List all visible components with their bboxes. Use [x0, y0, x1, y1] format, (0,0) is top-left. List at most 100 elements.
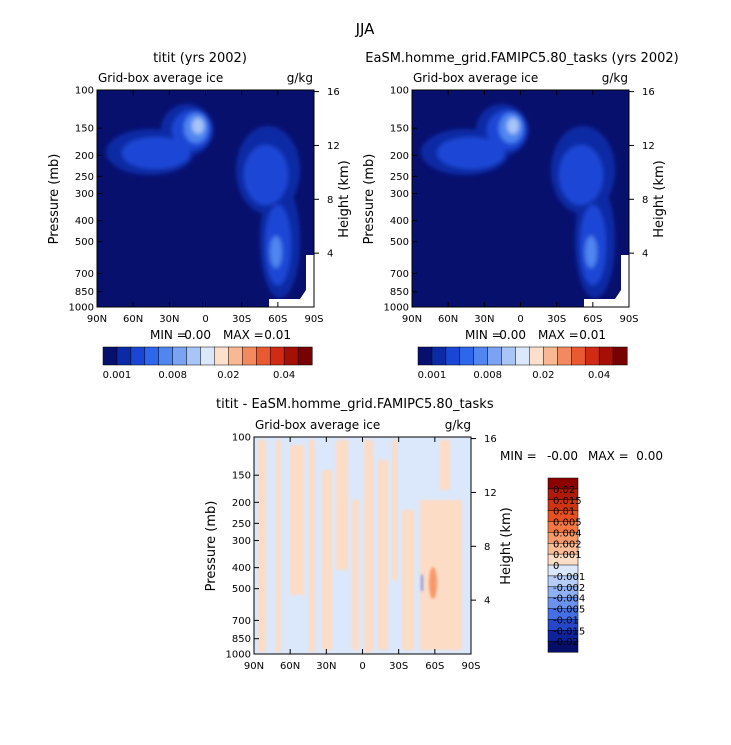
- panel-2-colorbar-swatch-5: [487, 346, 503, 366]
- panel-3-y-tick-label-9: 1000: [226, 650, 251, 661]
- panel-1: titit (yrs 2002) Grid-box average ice g/…: [47, 51, 352, 381]
- panel-2-right-axis: 16 12 8 4: [629, 87, 655, 260]
- panel-1-min-value: 0.00: [184, 328, 211, 342]
- panel-1-ice-contours: [106, 104, 300, 298]
- panel-2-ylabel-left: Pressure (mb): [362, 154, 377, 245]
- panel-3-y-tick-label-5: 400: [232, 563, 251, 574]
- panel-2-colorbar-label-3: 0.04: [588, 370, 610, 381]
- panel-1-x-tick-label-3: 0: [202, 314, 208, 325]
- panel-1-x-tick-label-2: 30N: [159, 314, 179, 325]
- panel-3-x-tick-label-5: 60S: [425, 661, 444, 672]
- panel-3-local-extrema: [421, 567, 437, 599]
- panel-1-y-tick-label-6: 500: [75, 237, 94, 248]
- panel-1-y-tick-label-3: 250: [75, 172, 94, 183]
- panel-3-x-tick-label-4: 30S: [389, 661, 408, 672]
- panel-1-colorbar-swatch-10: [242, 346, 257, 366]
- panel-3-y-tick-label-4: 300: [232, 536, 251, 547]
- panel-1-x-tick-label-0: 90N: [87, 314, 107, 325]
- panel-2-colorbar-swatch-14: [612, 346, 628, 366]
- panel-1-colorbar-swatch-13: [283, 346, 299, 366]
- panel-3-colorbar-label-11: -0.005: [553, 605, 585, 616]
- panel-1-height-tick-label-3: 4: [327, 249, 333, 260]
- panel-2-left-axis: 100 150 200 250 300 400 500 700 850 1000: [384, 86, 417, 314]
- panel-3-y-tick-label-1: 150: [232, 471, 251, 482]
- panel-3-colorbar-label-1: 0.015: [553, 496, 582, 507]
- panel-1-title: titit (yrs 2002): [153, 51, 247, 66]
- panel-3-max-value: 0.00: [636, 449, 663, 463]
- panel-2-colorbar-swatch-6: [501, 346, 517, 366]
- panel-2-y-tick-label-5: 400: [390, 216, 409, 227]
- panel-2-min-label: MIN =: [465, 328, 502, 342]
- panel-3-colorbar-swatch-15: [547, 640, 579, 653]
- panel-2-x-tick-label-4: 30S: [547, 314, 566, 325]
- panel-3-min-value: -0.00: [547, 449, 578, 463]
- panel-1-colorbar-label-3: 0.04: [273, 370, 295, 381]
- panel-3-ylabel-left: Pressure (mb): [204, 501, 219, 592]
- panel-2-colorbar-label-0: 0.001: [418, 370, 447, 381]
- panel-2-max-label: MAX =: [538, 328, 579, 342]
- panel-1-subtitle-right: g/kg: [287, 71, 313, 85]
- panel-1-colorbar-swatch-7: [200, 346, 216, 366]
- panel-3-y-tick-label-0: 100: [232, 433, 251, 444]
- panel-1-x-tick-label-6: 90S: [304, 314, 323, 325]
- panel-2-x-tick-label-6: 90S: [619, 314, 638, 325]
- panel-1-ylabel-left: Pressure (mb): [47, 154, 62, 245]
- panel-2-masked-region: [584, 255, 629, 307]
- panel-2-colorbar-swatch-4: [473, 346, 489, 366]
- panel-1-colorbar-swatch-0: [102, 346, 118, 366]
- panel-1-y-tick-label-5: 400: [75, 216, 94, 227]
- panel-2-y-tick-label-7: 700: [390, 269, 409, 280]
- panel-3-y-tick-label-6: 500: [232, 584, 251, 595]
- panel-2-y-tick-label-0: 100: [390, 86, 409, 97]
- panel-2-colorbar-label-2: 0.02: [532, 370, 554, 381]
- panel-1-max-value: 0.01: [264, 328, 291, 342]
- panel-1-max-label: MAX =: [223, 328, 264, 342]
- panel-2-colorbar-swatch-11: [571, 346, 586, 366]
- panel-2-colorbar: 0.001 0.008 0.02 0.04: [417, 346, 628, 381]
- panel-1-height-tick-label-1: 12: [327, 141, 340, 152]
- panel-2-colorbar-swatch-0: [417, 346, 433, 366]
- panel-3-colorbar-label-13: -0.015: [553, 626, 585, 637]
- panel-3-max-label: MAX =: [588, 449, 629, 463]
- panel-3-bottom-axis: 90N 60N 30N 0 30S 60S 90S: [244, 437, 481, 672]
- panel-3-colorbar-label-3: 0.005: [553, 518, 582, 529]
- panel-2-max-value: 0.01: [579, 328, 606, 342]
- panel-3-height-tick-label-3: 4: [484, 596, 490, 607]
- panel-2-colorbar-swatch-7: [515, 346, 531, 366]
- panel-1-colorbar-swatch-12: [269, 346, 285, 366]
- panel-3-colorbar-label-8: -0.001: [553, 572, 585, 583]
- figure-title: JJA: [355, 20, 376, 38]
- panel-3-height-tick-label-1: 12: [484, 488, 497, 499]
- panel-1-colorbar-swatch-1: [116, 346, 132, 366]
- panel-3-colorbar-label-0: 0.02: [553, 485, 575, 496]
- panel-1-field: [97, 90, 314, 307]
- panel-3-y-tick-label-3: 250: [232, 519, 251, 530]
- panel-1-colorbar-swatch-9: [228, 346, 243, 366]
- panel-3-colorbar-label-10: -0.004: [553, 594, 585, 605]
- panel-2-y-tick-label-3: 250: [390, 172, 409, 183]
- panel-3-ylabel-right: Height (km): [499, 507, 514, 584]
- panel-3-title: titit - EaSM.homme_grid.FAMIPC5.80_tasks: [216, 397, 494, 412]
- panel-1-height-tick-label-0: 16: [327, 87, 340, 98]
- panel-3-y-tick-label-7: 700: [232, 616, 251, 627]
- panel-2-y-tick-label-1: 150: [390, 124, 409, 135]
- panel-1-y-tick-label-4: 300: [75, 189, 94, 200]
- panel-1-colorbar-label-0: 0.001: [103, 370, 132, 381]
- panel-2-colorbar-swatch-13: [598, 346, 614, 366]
- panel-2-colorbar-swatch-9: [543, 346, 558, 366]
- panel-2-x-tick-label-5: 60S: [583, 314, 602, 325]
- panel-3-colorbar-label-12: -0.01: [553, 615, 579, 626]
- panel-2-x-tick-label-1: 60N: [438, 314, 458, 325]
- panel-3-field: [254, 437, 471, 654]
- panel-3-colorbar-label-6: 0.001: [553, 550, 582, 561]
- panel-1-y-tick-label-0: 100: [75, 86, 94, 97]
- panel-2-colorbar-swatch-2: [445, 346, 461, 366]
- panel-1-x-tick-label-5: 60S: [268, 314, 287, 325]
- panel-1-colorbar-swatch-6: [186, 346, 202, 366]
- panel-3-x-tick-label-1: 60N: [280, 661, 300, 672]
- panel-1-colorbar-swatch-14: [297, 346, 313, 366]
- panel-2-colorbar-swatch-1: [431, 346, 447, 366]
- panel-2-height-tick-label-2: 8: [642, 195, 648, 206]
- panel-2-colorbar-swatch-12: [584, 346, 600, 366]
- panel-3-colorbar-label-5: 0.002: [553, 539, 582, 550]
